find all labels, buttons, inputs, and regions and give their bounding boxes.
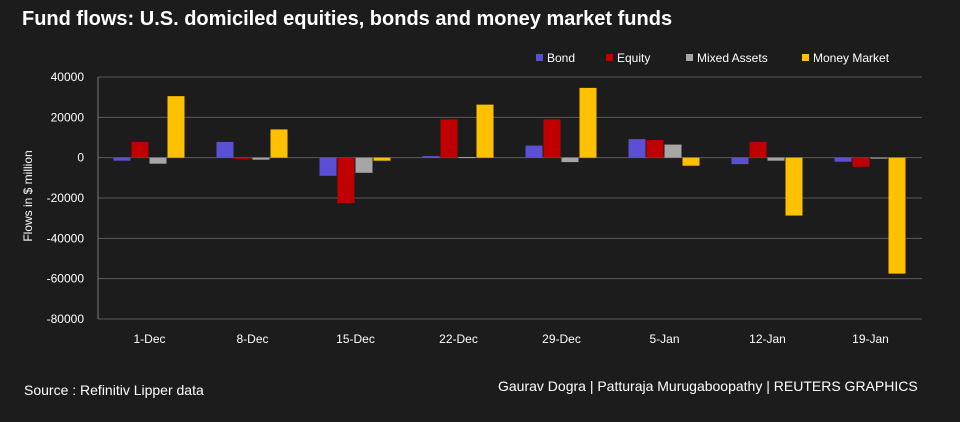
bar-bond: [422, 156, 440, 158]
y-tick-label: 20000: [51, 110, 85, 124]
legend-label: Mixed Assets: [697, 51, 768, 65]
bar-money-market: [373, 157, 391, 161]
x-tick-label: 5-Jan: [649, 332, 679, 346]
legend-label: Equity: [617, 51, 650, 65]
legend-swatch: [536, 54, 543, 61]
bar-mixed-assets: [664, 144, 682, 158]
axes: 40000 20000 0 -20000 -40000 -60000 -80000 1-Dec…: [47, 70, 889, 346]
legend-label: Money Market: [813, 51, 890, 65]
gridlines: [98, 76, 922, 320]
y-tick-label: -80000: [47, 312, 85, 326]
bar-equity: [543, 119, 561, 158]
legend: Bond Equity Mixed Assets Money Market: [536, 51, 890, 65]
bar-money-market: [682, 157, 700, 166]
bar-mixed-assets: [767, 157, 785, 161]
x-tick-label: 15-Dec: [336, 332, 375, 346]
bar-bond: [731, 157, 749, 165]
bar-equity: [131, 141, 149, 158]
y-tick-label: 40000: [51, 70, 85, 84]
x-tick-label: 8-Dec: [236, 332, 268, 346]
legend-label: Bond: [547, 51, 575, 65]
bar-money-market: [785, 157, 803, 216]
y-axis-label: Flows in $ million: [21, 150, 35, 241]
x-tick-label: 22-Dec: [439, 332, 478, 346]
bar-equity: [337, 157, 355, 204]
bar-bond: [319, 157, 337, 176]
chart-title: Fund flows: U.S. domiciled equities, bon…: [22, 8, 673, 30]
bar-mixed-assets: [252, 157, 270, 160]
bar-money-market: [579, 87, 597, 158]
bars: [113, 87, 906, 274]
bar-equity: [749, 141, 767, 158]
y-tick-label: -20000: [47, 191, 85, 205]
y-tick-label: -60000: [47, 272, 85, 286]
bar-money-market: [476, 104, 494, 158]
legend-swatch: [686, 54, 693, 61]
bar-money-market: [167, 96, 185, 158]
bar-equity: [646, 140, 664, 158]
bar-money-market: [888, 157, 906, 274]
bar-mixed-assets: [458, 157, 476, 159]
bar-bond: [628, 139, 646, 158]
credit-line: Gaurav Dogra | Patturaja Murugaboopathy …: [498, 378, 918, 394]
bar-mixed-assets: [355, 157, 373, 173]
source-note: Source : Refinitiv Lipper data: [24, 382, 204, 398]
legend-swatch: [802, 54, 809, 61]
bar-bond: [113, 157, 131, 161]
bar-mixed-assets: [870, 157, 888, 159]
bar-equity: [852, 157, 870, 167]
bar-mixed-assets: [561, 157, 579, 163]
bar-mixed-assets: [149, 157, 167, 164]
bar-equity: [440, 119, 458, 158]
x-tick-label: 1-Dec: [133, 332, 165, 346]
x-tick-label: 12-Jan: [749, 332, 786, 346]
bar-bond: [525, 145, 543, 158]
bar-equity: [234, 157, 252, 159]
bar-bond: [834, 157, 852, 162]
bar-money-market: [270, 129, 288, 158]
x-tick-label: 19-Jan: [852, 332, 889, 346]
legend-swatch: [606, 54, 613, 61]
y-tick-label: 0: [77, 151, 84, 165]
bar-bond: [216, 141, 234, 158]
y-tick-label: -40000: [47, 231, 85, 245]
x-tick-label: 29-Dec: [542, 332, 581, 346]
